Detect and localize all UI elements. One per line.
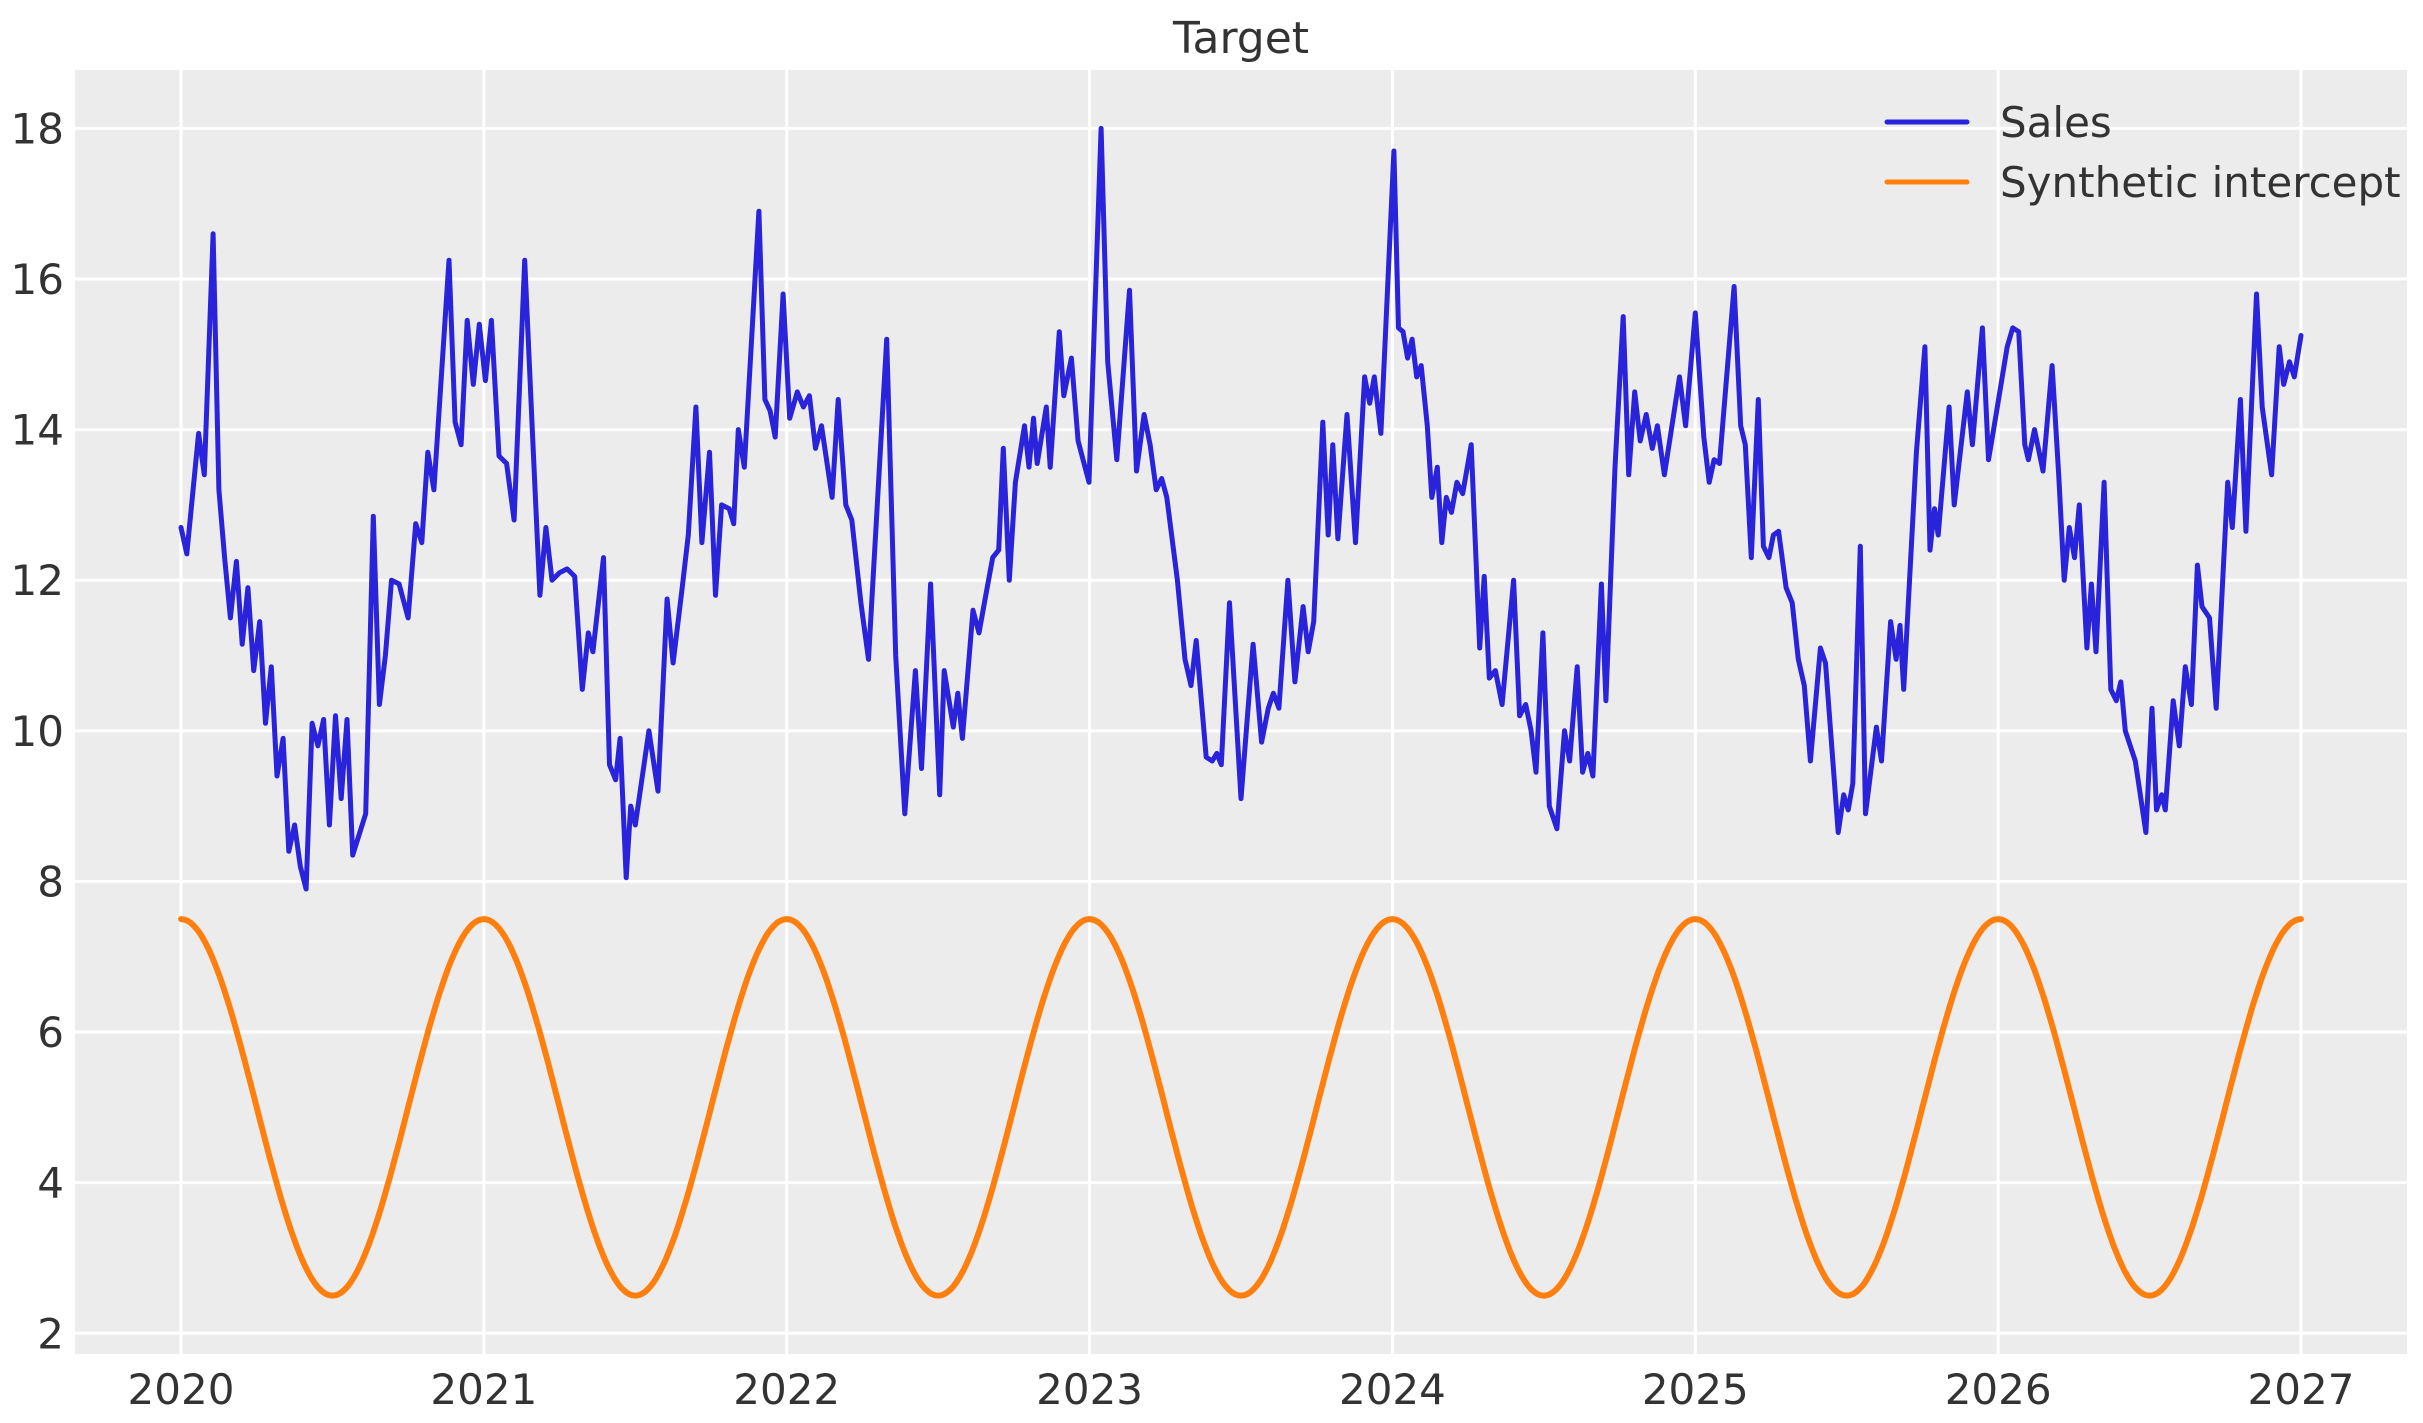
x-tick-label-2020: 2020	[128, 1365, 235, 1414]
plot-area	[75, 70, 2407, 1354]
x-tick-label-2024: 2024	[1339, 1365, 1446, 1414]
x-tick-label-2023: 2023	[1036, 1365, 1143, 1414]
y-tick-label-6: 6	[37, 1008, 64, 1057]
chart-title: Target	[1172, 13, 1309, 64]
plot-background	[75, 70, 2407, 1354]
legend-label-synthetic-intercept: Synthetic intercept	[2000, 158, 2401, 207]
legend: Sales Synthetic intercept	[1884, 98, 2401, 207]
y-tick-label-18: 18	[11, 104, 64, 153]
sales-line	[178, 125, 2304, 892]
x-tick-label-2022: 2022	[733, 1365, 840, 1414]
x-tick-label-2027: 2027	[2248, 1365, 2355, 1414]
y-tick-label-12: 12	[11, 556, 64, 605]
y-tick-label-10: 10	[11, 707, 64, 756]
y-tick-label-2: 2	[37, 1309, 64, 1358]
x-tick-label-2021: 2021	[430, 1365, 537, 1414]
axis-ticks: 2020 2021 2022 2023 2024 2025 2026 2027 2 4 6 8 10 12…	[11, 104, 2355, 1414]
y-tick-label-8: 8	[37, 857, 64, 906]
legend-label-sales: Sales	[2000, 98, 2112, 147]
legend-item-sales: Sales	[1884, 98, 2112, 147]
legend-item-synthetic-intercept: Synthetic intercept	[1884, 158, 2401, 207]
x-tick-label-2026: 2026	[1945, 1365, 2052, 1414]
x-tick-label-2025: 2025	[1642, 1365, 1749, 1414]
y-tick-label-14: 14	[11, 406, 64, 455]
synthetic-intercept-line	[178, 916, 2304, 1299]
y-tick-label-4: 4	[37, 1159, 64, 1208]
y-tick-label-16: 16	[11, 255, 64, 304]
